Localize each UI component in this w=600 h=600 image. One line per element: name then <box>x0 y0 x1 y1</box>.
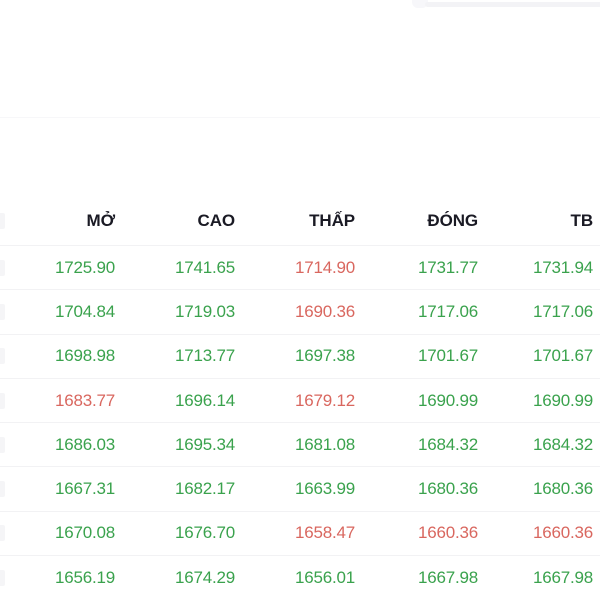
price-cell-high: 1682.17 <box>174 479 235 499</box>
price-table: MỞ CAO THẤP ĐÓNG TB 1725.90 1741.65 1714… <box>0 196 600 600</box>
price-cell-avg: 1667.98 <box>532 567 593 587</box>
price-cell-high: 1741.65 <box>174 257 235 277</box>
price-cell-open: 1670.08 <box>54 523 115 543</box>
price-cell-high: 1676.70 <box>174 523 235 543</box>
price-cell-close: 1684.32 <box>417 434 478 454</box>
price-cell-avg: 1717.06 <box>532 301 593 321</box>
price-cell-high: 1674.29 <box>174 567 235 587</box>
price-cell-close: 1731.77 <box>417 257 478 277</box>
price-cell-close: 1690.99 <box>417 390 478 410</box>
section-divider <box>0 117 600 118</box>
price-cell-avg: 1680.36 <box>532 479 593 499</box>
price-cell-open: 1656.19 <box>54 567 115 587</box>
price-cell-low: 1681.08 <box>294 434 355 454</box>
price-cell-low: 1656.01 <box>294 567 355 587</box>
price-cell-open: 1667.31 <box>54 479 115 499</box>
price-cell-avg: 1731.94 <box>532 257 593 277</box>
price-cell-close: 1660.36 <box>417 523 478 543</box>
price-cell-avg: 1701.67 <box>532 346 593 366</box>
price-cell-open: 1686.03 <box>54 434 115 454</box>
price-cell-close: 1701.67 <box>417 346 478 366</box>
table-row[interactable]: 1656.19 1674.29 1656.01 1667.98 1667.98 <box>0 555 600 600</box>
table-row[interactable]: 1670.08 1676.70 1658.47 1660.36 1660.36 <box>0 510 600 556</box>
table-row[interactable]: 1683.77 1696.14 1679.12 1690.99 1690.99 <box>0 377 600 423</box>
price-cell-high: 1696.14 <box>174 390 235 410</box>
column-header-close: ĐÓNG <box>427 210 478 230</box>
price-cell-open: 1698.98 <box>54 346 115 366</box>
table-header-row: MỞ CAO THẤP ĐÓNG TB <box>0 196 600 245</box>
price-cell-avg: 1690.99 <box>532 390 593 410</box>
price-cell-open: 1683.77 <box>54 390 115 410</box>
price-cell-close: 1717.06 <box>417 301 478 321</box>
price-cell-low: 1658.47 <box>294 523 355 543</box>
column-header-high: CAO <box>197 210 236 230</box>
price-cell-low: 1697.38 <box>294 346 355 366</box>
table-row[interactable]: 1725.90 1741.65 1714.90 1731.77 1731.94 <box>0 245 600 290</box>
price-cell-avg: 1660.36 <box>532 523 593 543</box>
price-cell-low: 1679.12 <box>294 390 355 410</box>
price-cell-close: 1680.36 <box>417 479 478 499</box>
price-cell-open: 1704.84 <box>54 301 115 321</box>
top-edge-artifact <box>412 0 428 8</box>
table-row[interactable]: 1667.31 1682.17 1663.99 1680.36 1680.36 <box>0 466 600 511</box>
column-header-open: MỞ <box>86 210 116 230</box>
price-cell-avg: 1684.32 <box>532 434 593 454</box>
price-cell-close: 1667.98 <box>417 567 478 587</box>
price-cell-high: 1713.77 <box>174 346 235 366</box>
price-cell-low: 1714.90 <box>294 257 355 277</box>
table-row[interactable]: 1698.98 1713.77 1697.38 1701.67 1701.67 <box>0 333 600 378</box>
scrolled-away-card-edge <box>425 2 600 7</box>
price-cell-high: 1719.03 <box>174 301 235 321</box>
table-row[interactable]: 1704.84 1719.03 1690.36 1717.06 1717.06 <box>0 289 600 334</box>
price-cell-high: 1695.34 <box>174 434 235 454</box>
price-cell-open: 1725.90 <box>54 257 115 277</box>
column-header-avg: TB <box>570 210 594 230</box>
price-cell-low: 1663.99 <box>294 479 355 499</box>
table-row[interactable]: 1686.03 1695.34 1681.08 1684.32 1684.32 <box>0 422 600 467</box>
price-cell-low: 1690.36 <box>294 301 355 321</box>
column-header-low: THẤP <box>309 210 355 230</box>
